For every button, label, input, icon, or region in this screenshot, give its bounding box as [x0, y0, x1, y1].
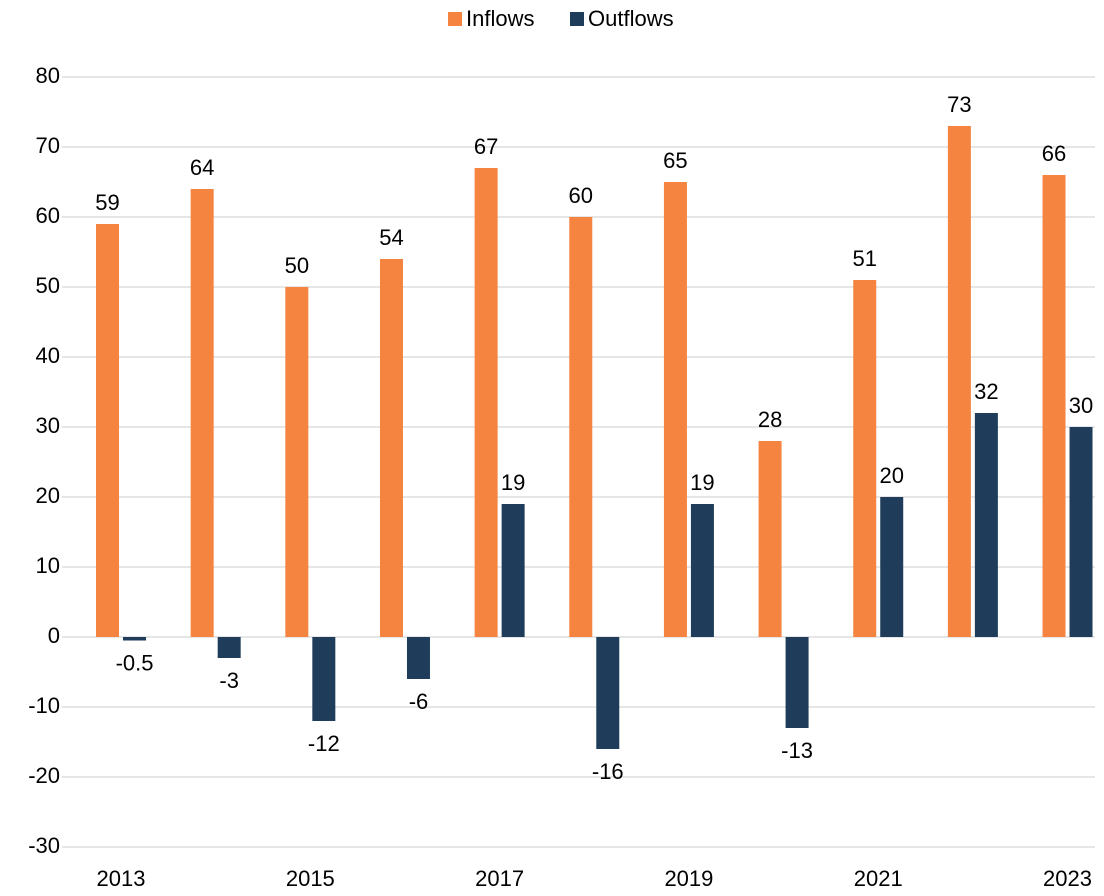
data-label: -12	[308, 731, 340, 756]
bar	[312, 637, 336, 721]
data-label: -13	[781, 738, 813, 763]
data-label: -0.5	[116, 650, 154, 675]
y-tick-label: 20	[36, 483, 60, 508]
bar	[1042, 175, 1066, 637]
data-label: 30	[1069, 393, 1093, 418]
y-tick-label: 30	[36, 413, 60, 438]
bar	[285, 287, 309, 637]
bar	[123, 637, 147, 641]
data-label: -16	[592, 759, 624, 784]
data-label: 66	[1042, 141, 1066, 166]
bar	[96, 224, 120, 637]
legend-swatch	[448, 12, 462, 26]
data-label: 32	[974, 379, 998, 404]
bar	[758, 441, 782, 637]
data-label: 50	[285, 253, 309, 278]
bar	[1069, 427, 1093, 637]
bar	[569, 217, 593, 637]
data-label: 67	[474, 134, 498, 159]
data-label: 20	[879, 463, 903, 488]
y-tick-label: -30	[28, 833, 60, 858]
data-label: -3	[219, 668, 239, 693]
legend-label: Outflows	[588, 6, 674, 31]
y-tick-label: 10	[36, 553, 60, 578]
x-tick-label: 2013	[97, 866, 146, 891]
bar	[406, 637, 430, 679]
y-tick-label: 0	[48, 623, 60, 648]
legend-label: Inflows	[466, 6, 534, 31]
data-label: 59	[95, 190, 119, 215]
bar	[853, 280, 877, 637]
data-label: 19	[690, 470, 714, 495]
data-label: 64	[190, 155, 214, 180]
bar	[474, 168, 498, 637]
data-label: -6	[409, 689, 429, 714]
data-label: 73	[947, 92, 971, 117]
bar	[947, 126, 971, 637]
bar	[596, 637, 620, 749]
x-tick-label: 2021	[854, 866, 903, 891]
data-label: 19	[501, 470, 525, 495]
y-tick-label: 40	[36, 343, 60, 368]
x-tick-label: 2017	[475, 866, 524, 891]
bar	[663, 182, 687, 637]
bar	[379, 259, 403, 637]
y-tick-label: -10	[28, 693, 60, 718]
y-tick-label: 50	[36, 273, 60, 298]
data-label: 60	[569, 183, 593, 208]
data-label: 54	[379, 225, 403, 250]
bar	[190, 189, 214, 637]
bar	[690, 504, 714, 637]
bar	[501, 504, 525, 637]
y-tick-label: 70	[36, 133, 60, 158]
y-tick-label: -20	[28, 763, 60, 788]
data-label: 65	[663, 148, 687, 173]
bar	[974, 413, 998, 637]
bar	[785, 637, 809, 728]
bar	[217, 637, 241, 658]
x-tick-label: 2023	[1043, 866, 1092, 891]
x-tick-label: 2015	[286, 866, 335, 891]
bar	[880, 497, 904, 637]
data-label: 51	[852, 246, 876, 271]
y-tick-label: 80	[36, 63, 60, 88]
y-tick-label: 60	[36, 203, 60, 228]
data-label: 28	[758, 407, 782, 432]
x-tick-label: 2019	[664, 866, 713, 891]
legend-swatch	[570, 12, 584, 26]
